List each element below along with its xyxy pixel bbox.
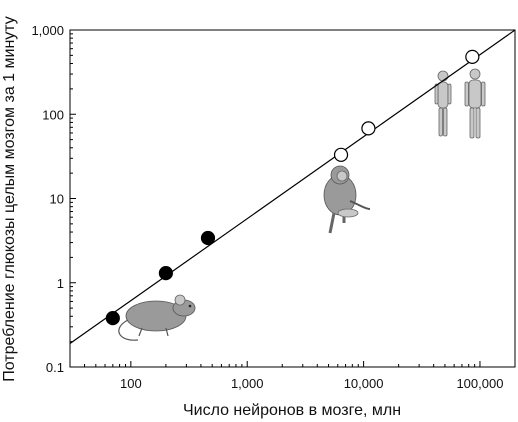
- y-tick-label: 1: [57, 276, 64, 291]
- y-tick-label: 10: [50, 192, 64, 207]
- humans-illustration-icon: [434, 68, 486, 139]
- x-tick-label: 100: [120, 376, 142, 391]
- data-point-filled: [105, 311, 120, 326]
- y-tick-label: 0.1: [46, 360, 64, 375]
- data-point-open: [465, 49, 480, 64]
- y-tick-label: 1,000: [31, 23, 64, 38]
- x-axis-title: Число нейронов в мозге, млн: [183, 402, 401, 419]
- fit-line: [69, 29, 516, 345]
- x-tick-label: 1,000: [231, 376, 264, 391]
- data-point-open: [361, 121, 376, 136]
- data-point-filled: [200, 230, 216, 246]
- fit-line-group: [69, 29, 516, 345]
- data-point-filled: [158, 266, 173, 281]
- y-axis-title: Потребление глюкозы целым мозгом за 1 ми…: [1, 16, 18, 382]
- data-points: [105, 49, 480, 326]
- x-tick-label: 10,000: [344, 376, 384, 391]
- monkey-illustration-icon: [323, 165, 371, 234]
- x-tick-label: 100,000: [456, 376, 503, 391]
- y-axis-ticks: 0.1 1 10 100 1,000: [31, 23, 76, 375]
- data-point-open: [333, 147, 349, 162]
- mouse-illustration-icon: [118, 294, 196, 341]
- y-tick-label: 100: [42, 107, 64, 122]
- x-axis-ticks: 100 1,000 10,000 100,000: [69, 361, 516, 391]
